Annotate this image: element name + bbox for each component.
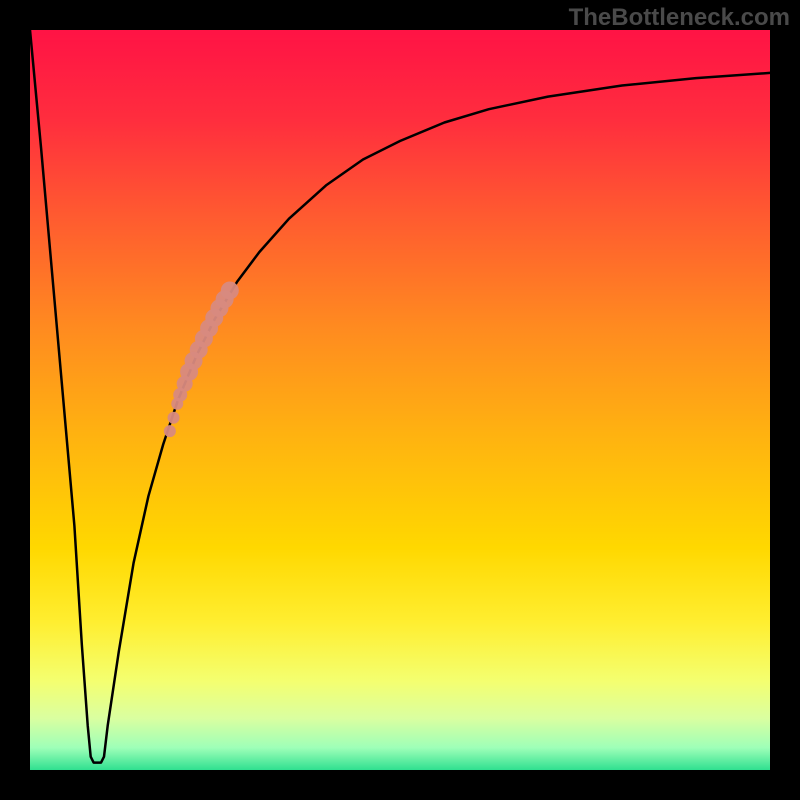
data-point <box>171 398 183 410</box>
watermark-text: TheBottleneck.com <box>569 4 790 32</box>
data-point <box>168 412 180 424</box>
data-point <box>164 425 176 437</box>
chart-svg <box>0 0 800 800</box>
bottleneck-chart: TheBottleneck.com <box>0 0 800 800</box>
